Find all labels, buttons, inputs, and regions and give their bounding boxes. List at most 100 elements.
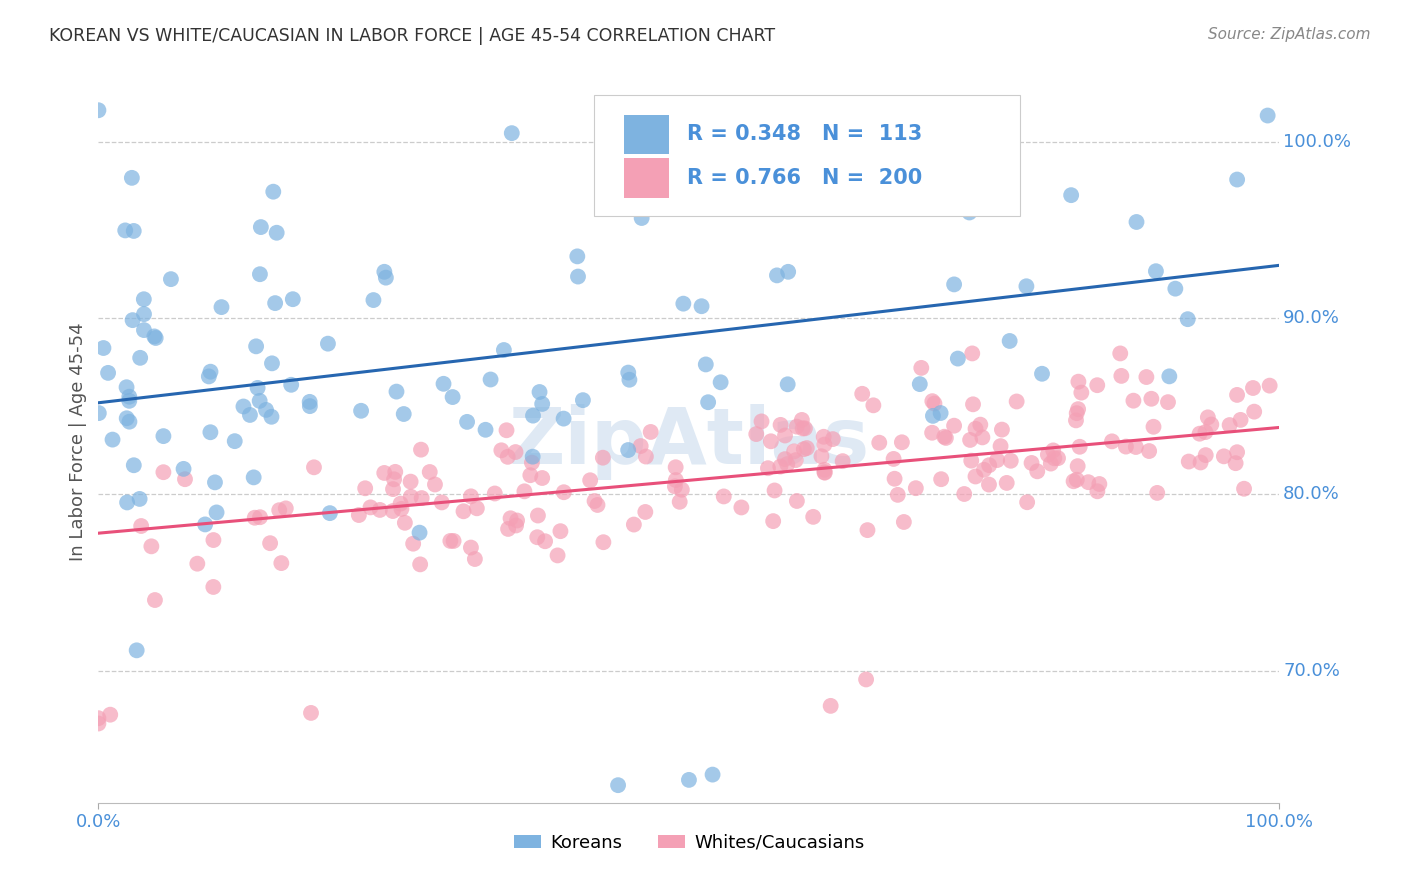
Koreans: [617, 443, 640, 458]
Whites/Caucasians: [1142, 419, 1164, 434]
Whites/Caucasians: [1101, 434, 1123, 449]
Koreans: [316, 336, 339, 351]
Koreans: [776, 377, 799, 392]
Whites/Caucasians: [302, 460, 325, 475]
Whites/Caucasians: [439, 533, 461, 548]
Whites/Caucasians: [751, 414, 773, 428]
Whites/Caucasians: [1066, 406, 1088, 420]
Whites/Caucasians: [664, 479, 686, 493]
Koreans: [132, 307, 155, 321]
Whites/Caucasians: [270, 556, 292, 570]
Koreans: [456, 415, 478, 429]
Whites/Caucasians: [769, 417, 792, 432]
Koreans: [998, 334, 1021, 348]
Whites/Caucasians: [943, 418, 966, 433]
Whites/Caucasians: [496, 522, 519, 536]
Whites/Caucasians: [796, 441, 818, 455]
Whites/Caucasians: [813, 437, 835, 451]
Whites/Caucasians: [783, 444, 806, 458]
Koreans: [200, 365, 222, 379]
Whites/Caucasians: [634, 505, 657, 519]
Whites/Caucasians: [259, 536, 281, 550]
Whites/Caucasians: [534, 534, 557, 549]
Koreans: [479, 372, 502, 386]
Whites/Caucasians: [792, 421, 814, 435]
Text: ZipAtlas: ZipAtlas: [509, 403, 869, 480]
Whites/Caucasians: [526, 530, 548, 544]
Whites/Caucasians: [813, 465, 835, 479]
Whites/Caucasians: [1212, 450, 1234, 464]
Whites/Caucasians: [759, 434, 782, 449]
Koreans: [194, 517, 217, 532]
Koreans: [766, 268, 789, 283]
Koreans: [242, 470, 264, 484]
Koreans: [122, 224, 145, 238]
Whites/Caucasians: [634, 450, 657, 464]
Koreans: [118, 393, 141, 408]
Koreans: [408, 525, 430, 540]
Koreans: [145, 331, 167, 345]
Whites/Caucasians: [972, 430, 994, 444]
Whites/Caucasians: [423, 477, 446, 491]
Whites/Caucasians: [965, 422, 987, 436]
Koreans: [1060, 188, 1083, 202]
Whites/Caucasians: [586, 498, 609, 512]
Whites/Caucasians: [399, 490, 422, 504]
Whites/Caucasians: [465, 501, 488, 516]
Whites/Caucasians: [547, 549, 569, 563]
Whites/Caucasians: [98, 707, 121, 722]
Text: Source: ZipAtlas.com: Source: ZipAtlas.com: [1208, 27, 1371, 42]
Whites/Caucasians: [730, 500, 752, 515]
Koreans: [97, 366, 120, 380]
Koreans: [245, 339, 267, 353]
Whites/Caucasians: [1188, 426, 1211, 441]
Whites/Caucasians: [347, 508, 370, 522]
Whites/Caucasians: [786, 494, 808, 508]
Whites/Caucasians: [1137, 444, 1160, 458]
Koreans: [710, 376, 733, 390]
Whites/Caucasians: [671, 483, 693, 497]
Koreans: [957, 205, 980, 219]
Koreans: [280, 377, 302, 392]
Whites/Caucasians: [1026, 464, 1049, 478]
Whites/Caucasians: [856, 523, 879, 537]
Whites/Caucasians: [391, 502, 413, 516]
Koreans: [929, 406, 952, 420]
Whites/Caucasians: [762, 514, 785, 528]
Koreans: [1031, 367, 1053, 381]
FancyBboxPatch shape: [595, 95, 1019, 216]
Whites/Caucasians: [1047, 451, 1070, 466]
Whites/Caucasians: [965, 469, 987, 483]
Koreans: [143, 329, 166, 343]
Whites/Caucasians: [1069, 440, 1091, 454]
Whites/Caucasians: [381, 504, 404, 518]
Whites/Caucasians: [960, 453, 983, 467]
Whites/Caucasians: [1043, 451, 1066, 466]
Whites/Caucasians: [973, 463, 995, 477]
Koreans: [204, 475, 226, 490]
Whites/Caucasians: [499, 511, 522, 525]
Koreans: [129, 351, 152, 365]
Whites/Caucasians: [959, 433, 981, 447]
Koreans: [607, 778, 630, 792]
Whites/Caucasians: [991, 423, 1014, 437]
Whites/Caucasians: [1000, 454, 1022, 468]
Whites/Caucasians: [274, 501, 297, 516]
Whites/Caucasians: [924, 396, 946, 410]
Koreans: [1159, 369, 1181, 384]
Koreans: [87, 406, 110, 420]
Whites/Caucasians: [550, 524, 572, 538]
Koreans: [132, 323, 155, 337]
Whites/Caucasians: [87, 716, 110, 731]
Koreans: [205, 505, 228, 519]
Koreans: [1164, 282, 1187, 296]
Koreans: [246, 381, 269, 395]
Whites/Caucasians: [821, 432, 844, 446]
Text: N =  113: N = 113: [823, 125, 922, 145]
Koreans: [254, 403, 277, 417]
Whites/Caucasians: [1157, 395, 1180, 409]
Whites/Caucasians: [935, 431, 957, 445]
Whites/Caucasians: [1067, 402, 1090, 417]
Whites/Caucasians: [986, 453, 1008, 467]
Whites/Caucasians: [399, 475, 422, 489]
